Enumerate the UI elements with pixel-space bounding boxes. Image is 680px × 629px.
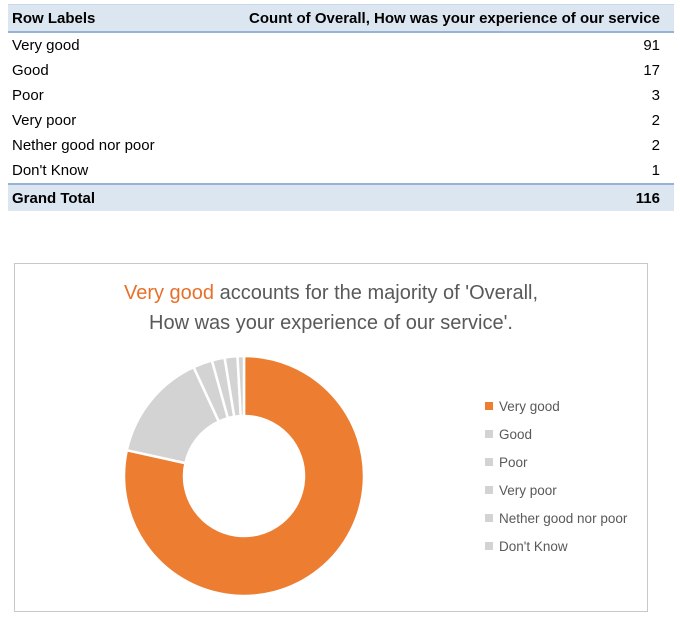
legend-item[interactable]: Very good — [485, 392, 627, 420]
chart-legend: Very good Good Poor Very poor Nether good no… — [485, 392, 627, 560]
row-label: Very poor — [12, 112, 77, 129]
donut-slice[interactable] — [236, 354, 246, 418]
legend-swatch-icon — [485, 430, 493, 438]
chart-panel[interactable]: Very good accounts for the majority of '… — [14, 263, 648, 612]
table-row[interactable]: Nether good nor poor 2 — [8, 133, 674, 158]
chart-title-rest: accounts for the majority of 'Overall, — [214, 282, 539, 304]
pivot-table: Row Labels Count of Overall, How was you… — [8, 4, 674, 211]
legend-label: Poor — [499, 454, 528, 470]
row-value: 17 — [643, 62, 660, 79]
table-row[interactable]: Don't Know 1 — [8, 158, 674, 183]
legend-item[interactable]: Nether good nor poor — [485, 504, 627, 532]
pivot-rows: Very good 91 Good 17 Poor 3 Very poor 2 Nether g… — [8, 33, 674, 183]
legend-item[interactable]: Poor — [485, 448, 627, 476]
row-label: Very good — [12, 37, 80, 54]
legend-label: Very good — [499, 398, 560, 414]
table-row[interactable]: Very good 91 — [8, 33, 674, 58]
table-row[interactable]: Poor 3 — [8, 83, 674, 108]
legend-swatch-icon — [485, 486, 493, 494]
row-value: 2 — [651, 112, 660, 129]
pivot-header-row-labels: Row Labels — [12, 9, 96, 27]
table-row[interactable]: Good 17 — [8, 58, 674, 83]
row-value: 2 — [651, 137, 660, 154]
legend-item[interactable]: Don't Know — [485, 532, 627, 560]
donut-chart — [122, 354, 366, 598]
chart-title-highlight: Very good — [123, 282, 215, 304]
pivot-header-row[interactable]: Row Labels Count of Overall, How was you… — [8, 4, 674, 33]
grand-total-value: 116 — [635, 189, 660, 207]
legend-swatch-icon — [485, 458, 493, 466]
pivot-header-value-column: Count of Overall, How was your experienc… — [249, 9, 660, 27]
legend-swatch-icon — [485, 514, 493, 522]
chart-title-line2: How was your experience of our service'. — [149, 312, 513, 334]
legend-label: Good — [499, 426, 533, 442]
donut-slice[interactable] — [122, 354, 366, 598]
legend-swatch-icon — [485, 402, 493, 410]
row-label: Good — [12, 62, 49, 79]
legend-label: Very poor — [499, 482, 557, 498]
legend-label: Nether good nor poor — [499, 510, 628, 526]
row-label: Don't Know — [12, 162, 89, 179]
legend-swatch-icon — [485, 542, 493, 550]
legend-label: Don't Know — [499, 538, 568, 554]
row-value: 91 — [643, 37, 660, 54]
row-label: Nether good nor poor — [12, 137, 155, 154]
legend-item[interactable]: Very poor — [485, 476, 627, 504]
row-label: Poor — [12, 87, 44, 104]
chart-title: Very good accounts for the majority of '… — [71, 278, 591, 338]
row-value: 3 — [651, 87, 660, 104]
pivot-grand-total-row[interactable]: Grand Total 116 — [8, 183, 674, 211]
legend-item[interactable]: Good — [485, 420, 627, 448]
table-row[interactable]: Very poor 2 — [8, 108, 674, 133]
row-value: 1 — [651, 162, 660, 179]
grand-total-label: Grand Total — [12, 189, 96, 207]
